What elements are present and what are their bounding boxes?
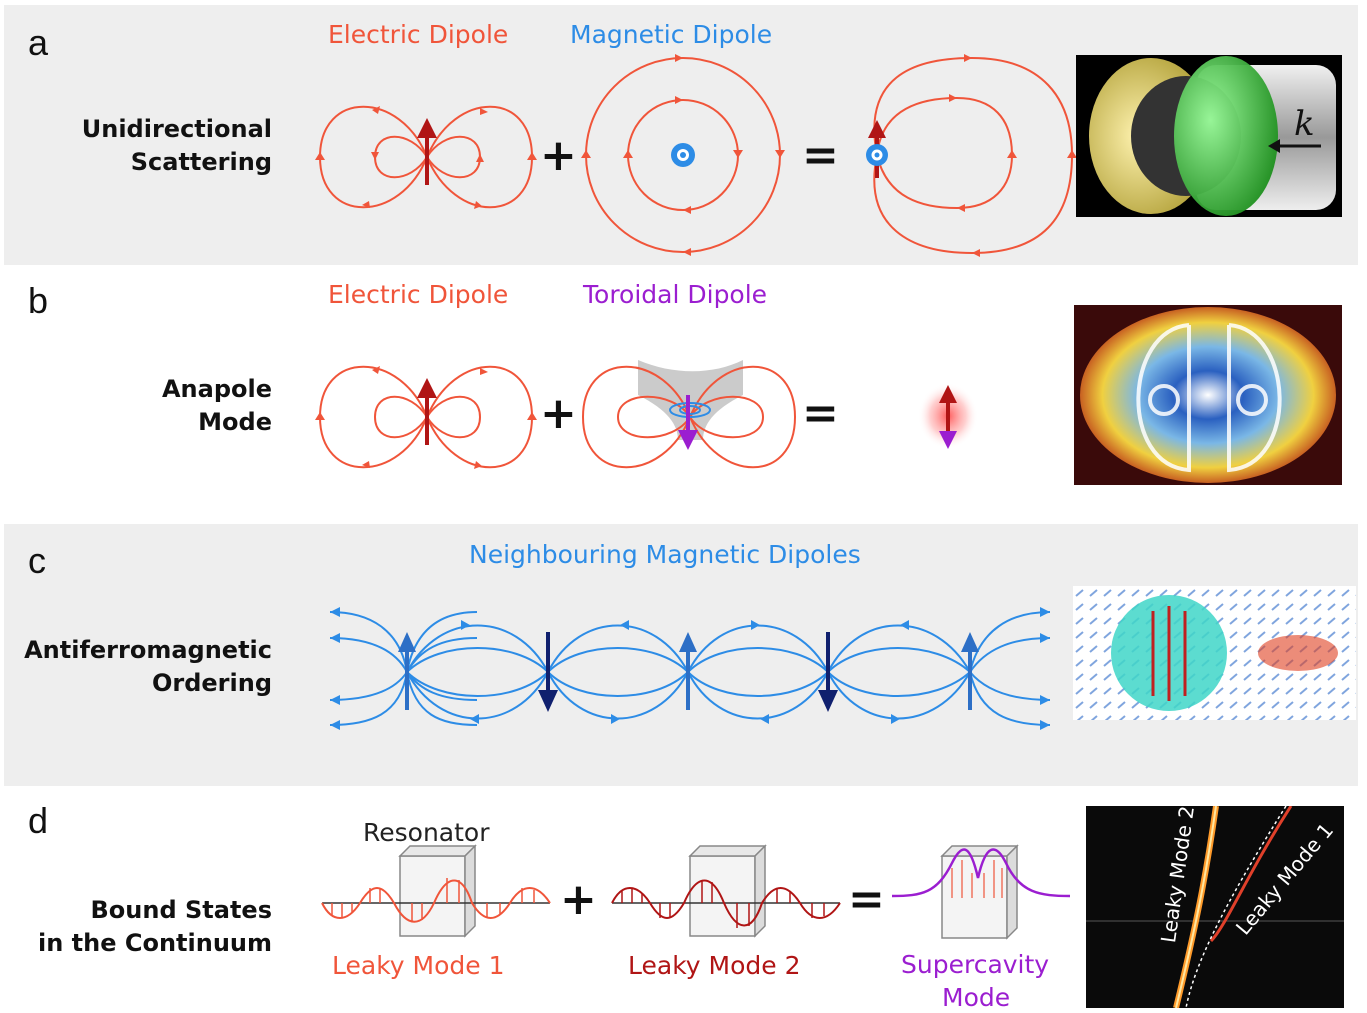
panel-d-caption-supercavity: Supercavity: [901, 950, 1050, 979]
panel-b-label-line2: Mode: [198, 408, 272, 436]
panel-b-plus: +: [540, 388, 577, 439]
panel-b-anapole-result: [918, 383, 978, 449]
panel-a-letter: a: [28, 22, 49, 63]
panel-b-toroidal-dipole-field: [581, 360, 797, 469]
panel-a-electric-dipole-field: [315, 105, 537, 209]
panel-d-leaky-mode-1: [321, 844, 551, 938]
panel-c-label: Antiferromagnetic Ordering: [24, 634, 272, 700]
panel-d-leaky-mode-2: [611, 844, 841, 938]
panel-a-unidirectional-result: [866, 54, 1077, 257]
panel-d-label-line2: in the Continuum: [37, 929, 272, 957]
panel-c-field-image: [1073, 586, 1356, 720]
panel-d-band-diagram: Leaky Mode 2 Leaky Mode 1: [1086, 806, 1344, 1008]
magnetic-dipole-down-1: [538, 632, 558, 712]
panel-a-wavevector-label: k: [1294, 104, 1315, 144]
panel-c-caption: Neighbouring Magnetic Dipoles: [469, 540, 861, 569]
magnetic-dipole-up-3: [961, 632, 979, 710]
panel-d-caption-leaky1: Leaky Mode 1: [332, 951, 505, 980]
panel-a-caption-electric: Electric Dipole: [328, 20, 509, 49]
panel-a-label: Unidirectional Scattering: [82, 113, 272, 179]
panel-a-label-line2: Scattering: [130, 148, 272, 176]
panel-c-letter: c: [28, 540, 46, 581]
panel-a-label-line1: Unidirectional: [81, 115, 272, 143]
panel-d-label-line1: Bound States: [90, 896, 272, 924]
panel-b-label-line1: Anapole: [161, 375, 272, 403]
panel-d-caption-leaky2: Leaky Mode 2: [628, 951, 801, 980]
panel-c-label-line1: Antiferromagnetic: [24, 636, 272, 664]
panel-b-equals: =: [802, 388, 839, 439]
panel-b-label: Anapole Mode: [162, 373, 272, 439]
panel-b-letter: b: [28, 280, 49, 321]
panel-d-caption-mode: Mode: [942, 983, 1011, 1012]
panel-a-caption-magnetic: Magnetic Dipole: [570, 20, 773, 49]
panel-d-equals: =: [848, 874, 885, 925]
magnetic-dipole-symbol: [671, 143, 695, 167]
panel-d-caption-resonator: Resonator: [363, 818, 490, 847]
panel-a-equals: =: [802, 130, 839, 181]
electric-dipole-arrow: [417, 118, 437, 185]
panel-d-plus: +: [560, 874, 597, 925]
magnetic-dipole-down-2: [818, 632, 838, 712]
panel-a-scattering-image: k: [1076, 55, 1342, 217]
panel-b-electric-dipole-field: [315, 365, 537, 469]
panel-d-letter: d: [28, 800, 49, 841]
magnetic-dipole-up-2: [679, 632, 697, 710]
panel-b-anapole-image: [1074, 305, 1342, 485]
panel-c-label-line2: Ordering: [151, 669, 272, 697]
panel-d-supercavity-mode: [891, 844, 1071, 940]
panel-c-antiferromagnetic-chain: [329, 607, 1051, 730]
panel-b-caption-toroidal: Toroidal Dipole: [583, 280, 768, 309]
panel-d-label: Bound States in the Continuum: [38, 894, 272, 960]
panel-a-magnetic-dipole-field: [581, 54, 785, 256]
panel-b-caption-electric: Electric Dipole: [328, 280, 509, 309]
magnetic-dipole-up-1: [398, 632, 416, 710]
panel-a-plus: +: [540, 130, 577, 181]
